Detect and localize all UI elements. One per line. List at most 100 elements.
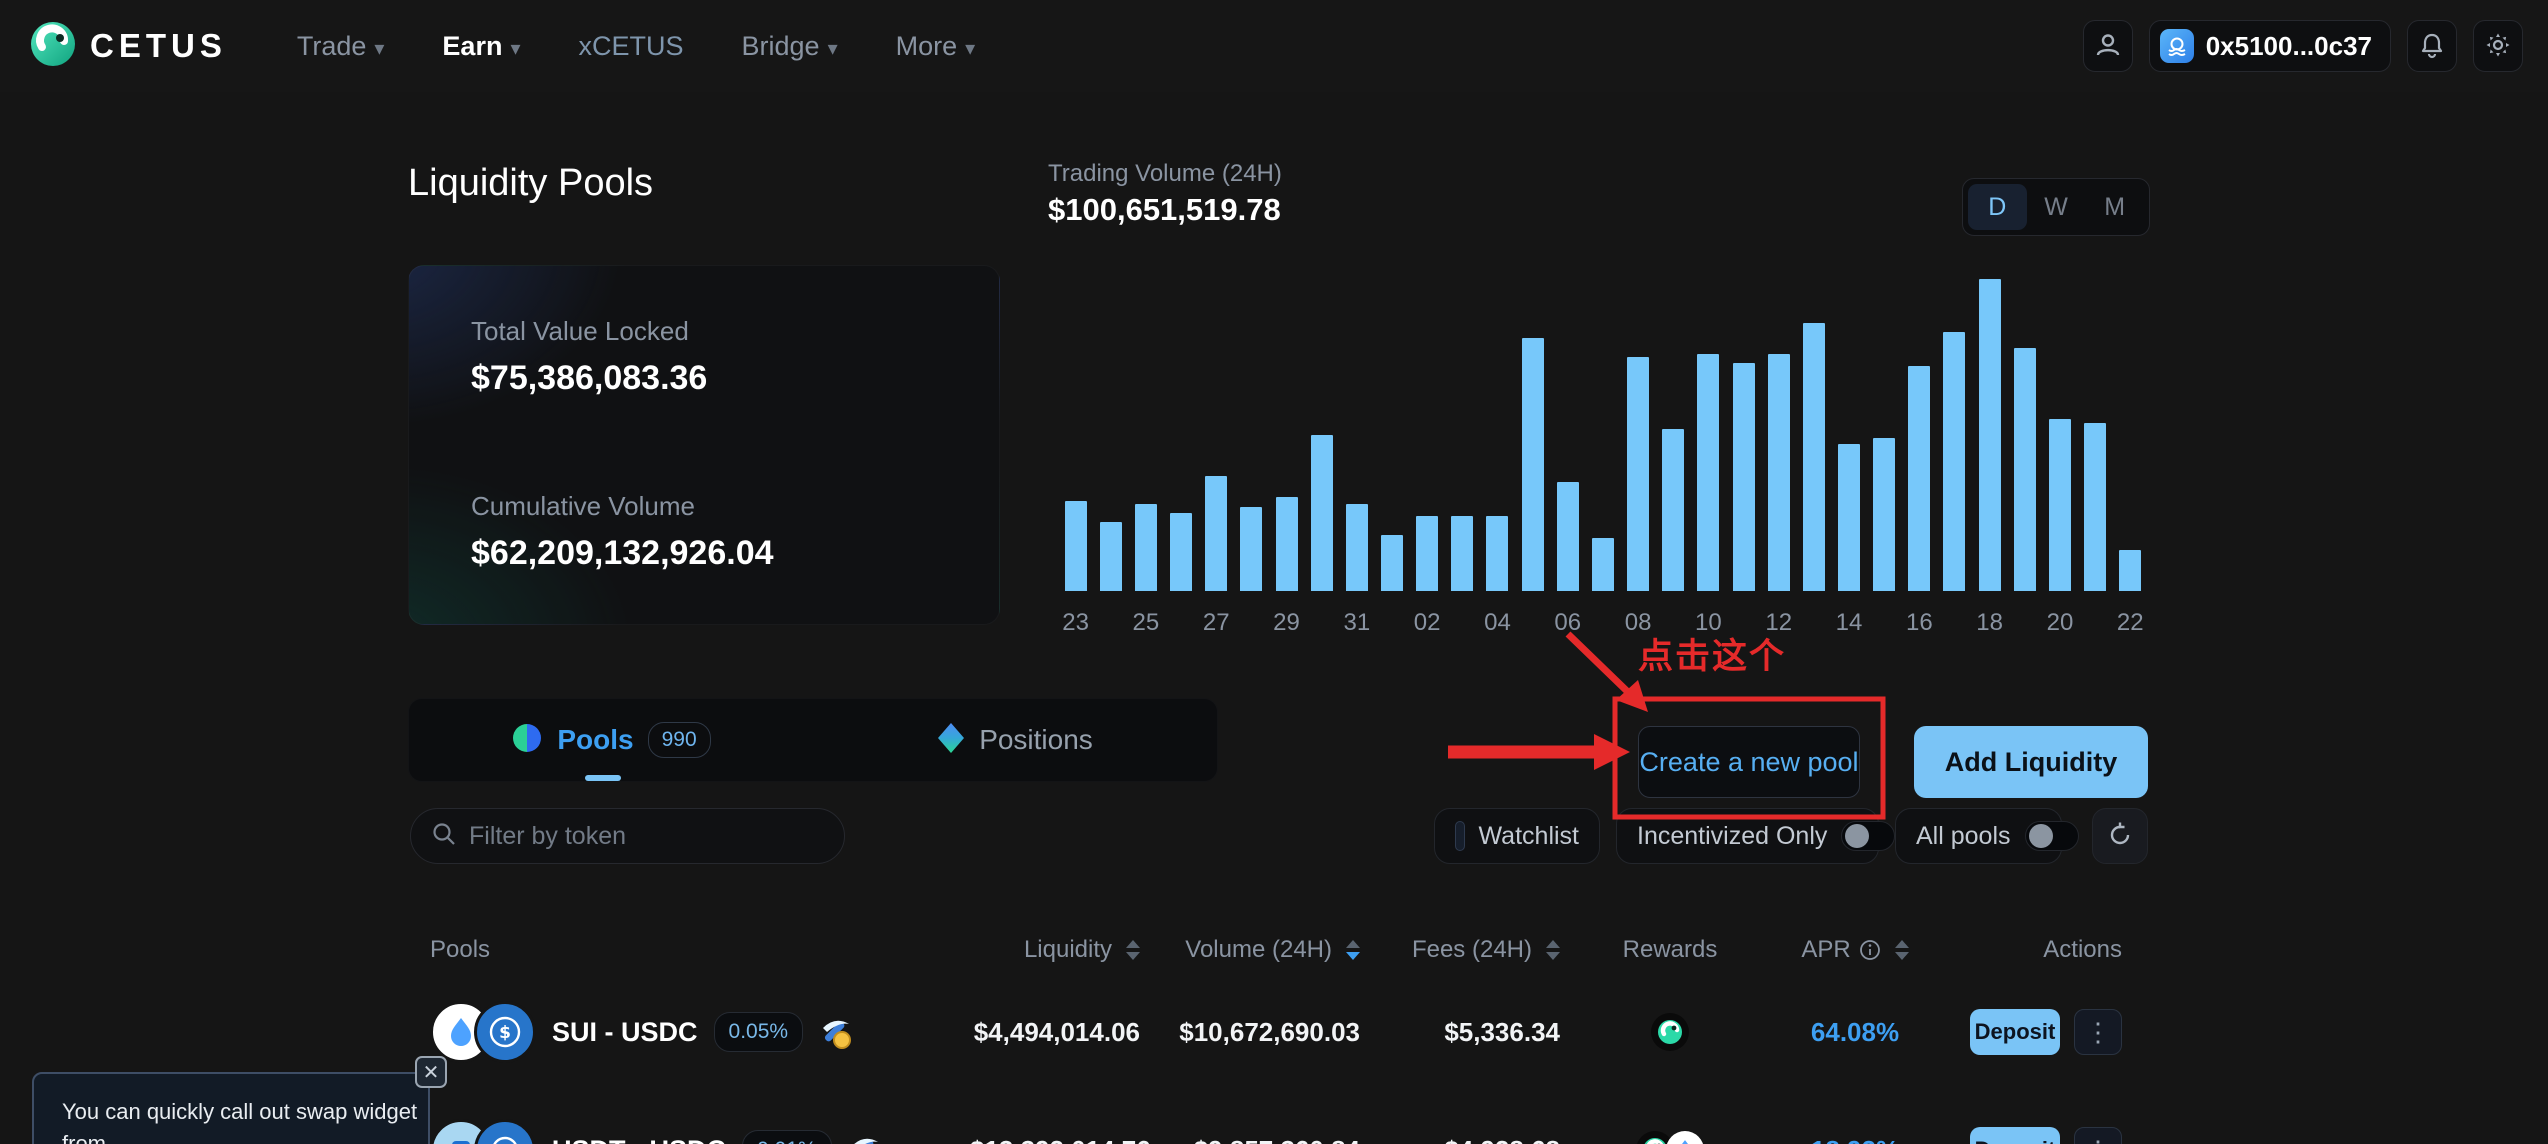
chevron-down-icon: ▾ bbox=[965, 37, 976, 60]
nav-item-earn[interactable]: Earn ▾ bbox=[442, 30, 521, 61]
tab-pools-label: Pools bbox=[557, 724, 634, 755]
annotation-arrowhead-horizontal bbox=[1594, 734, 1630, 770]
bar-03 bbox=[1451, 516, 1474, 591]
create-pool-button[interactable]: Create a new pool bbox=[1638, 726, 1860, 798]
column-header-volume-24h-[interactable]: Volume (24H) bbox=[1140, 936, 1360, 964]
x-tick-21 bbox=[2078, 609, 2113, 637]
watchlist-checkbox[interactable] bbox=[1455, 821, 1465, 851]
column-header-liquidity[interactable]: Liquidity bbox=[970, 936, 1140, 964]
sort-icon bbox=[1346, 940, 1360, 960]
range-option-w[interactable]: W bbox=[2044, 192, 2068, 221]
chart-bars bbox=[1058, 276, 2148, 591]
nav-item-more[interactable]: More ▾ bbox=[895, 30, 976, 61]
nav-menu: Trade ▾ Earn ▾ xCETUS Bridge ▾ More ▾ bbox=[297, 31, 975, 62]
column-header-pools: Pools bbox=[430, 936, 491, 963]
column-header-apr[interactable]: APR bbox=[1780, 936, 1930, 964]
watchlist-filter[interactable]: Watchlist bbox=[1434, 808, 1600, 864]
pools-positions-tabs: Pools 990 Positions bbox=[408, 698, 1218, 782]
bar-31 bbox=[1345, 504, 1368, 591]
x-tick-01 bbox=[1374, 609, 1409, 637]
x-tick-31: 31 bbox=[1343, 609, 1371, 636]
x-tick-24 bbox=[1093, 609, 1128, 637]
range-option-d[interactable]: D bbox=[1968, 184, 2027, 230]
apr-value: 18.92% bbox=[1780, 1135, 1930, 1144]
token-icon-usdc: $ bbox=[474, 1001, 536, 1063]
column-header-fees-24h-[interactable]: Fees (24H) bbox=[1360, 936, 1560, 964]
reward-cetus-icon bbox=[1651, 1013, 1689, 1051]
wallet-address: 0x5100...0c37 bbox=[2205, 30, 2372, 61]
incentive-pickaxe-icon bbox=[823, 1020, 852, 1049]
wallet-button[interactable]: 0x5100...0c37 bbox=[2148, 20, 2391, 72]
annotation-arrowhead-diagonal bbox=[1616, 680, 1648, 712]
sort-icon bbox=[1894, 940, 1909, 960]
pool-row-sui-usdc[interactable]: $ SUI - USDC 0.05% $4,494,014.06 $10,672,690… bbox=[408, 980, 2148, 1084]
nav-item-bridge[interactable]: Bridge ▾ bbox=[741, 30, 838, 61]
tab-pools[interactable]: Pools 990 bbox=[409, 699, 813, 781]
pools-pie-icon bbox=[511, 722, 543, 759]
notifications-button[interactable] bbox=[2407, 20, 2457, 72]
deposit-button[interactable]: Deposit bbox=[1970, 1127, 2060, 1144]
x-tick-05 bbox=[1515, 609, 1550, 637]
x-tick-30 bbox=[1304, 609, 1339, 637]
chart-x-axis-labels: 23 25 27 29 31 02 04 06 08 10 12 14 16 18 20 22 bbox=[1058, 609, 2148, 637]
cetus-logo-icon bbox=[30, 21, 76, 72]
x-tick-25: 25 bbox=[1132, 609, 1160, 636]
all-pools-filter[interactable]: All pools bbox=[1895, 808, 2079, 864]
cumulative-volume-value: $62,209,132,926.04 bbox=[471, 534, 774, 572]
volume-bar-chart: 23 25 27 29 31 02 04 06 08 10 12 14 16 18 20 22 bbox=[1058, 276, 2148, 636]
rewards-icons bbox=[1560, 1131, 1780, 1144]
bar-22 bbox=[2119, 550, 2142, 591]
deposit-button[interactable]: Deposit bbox=[1970, 1009, 2060, 1055]
search-input[interactable] bbox=[469, 821, 824, 851]
more-actions-button[interactable]: ⋮ bbox=[2074, 1009, 2122, 1055]
liquidity-value: $13,392,014.76 bbox=[970, 1135, 1151, 1144]
fees-value: $5,336.34 bbox=[1444, 1016, 1560, 1047]
range-option-m[interactable]: M bbox=[2104, 192, 2126, 221]
x-tick-15 bbox=[1867, 609, 1902, 637]
x-tick-02: 02 bbox=[1413, 609, 1441, 636]
nav-item-xcetus[interactable]: xCETUS bbox=[578, 30, 684, 61]
bar-26 bbox=[1170, 513, 1193, 591]
pool-pair-name: USDT - USDC bbox=[552, 1135, 726, 1144]
reward-cetus-icon bbox=[1636, 1131, 1674, 1144]
all-pools-toggle[interactable] bbox=[2024, 821, 2079, 851]
nav-right: 0x5100...0c37 bbox=[2082, 20, 2523, 72]
bar-25 bbox=[1134, 504, 1157, 591]
incentive-pickaxe-icon bbox=[853, 1138, 878, 1144]
watchlist-label: Watchlist bbox=[1478, 821, 1579, 850]
bar-05 bbox=[1521, 338, 1544, 591]
x-tick-26 bbox=[1163, 609, 1198, 637]
pool-row-usdt-usdc[interactable]: USDT - USDC 0.01% $13,392,014.76$9,857,360… bbox=[408, 1098, 2148, 1144]
bar-06 bbox=[1556, 482, 1579, 591]
search-icon bbox=[431, 821, 457, 852]
cumulative-volume-label: Cumulative Volume bbox=[471, 491, 695, 521]
settings-button[interactable] bbox=[2473, 20, 2523, 72]
tooltip-close-button[interactable]: ✕ bbox=[415, 1056, 447, 1088]
nav-item-trade[interactable]: Trade ▾ bbox=[296, 30, 385, 61]
chevron-down-icon: ▾ bbox=[374, 37, 385, 60]
sui-wallet-icon bbox=[2159, 29, 2194, 63]
account-button[interactable] bbox=[2082, 20, 2133, 72]
brand-logo[interactable]: CETUS bbox=[30, 21, 227, 72]
token-icon-usdc bbox=[474, 1119, 536, 1144]
pools-count-badge: 990 bbox=[647, 722, 711, 758]
x-tick-14: 14 bbox=[1835, 609, 1863, 636]
bar-18 bbox=[1978, 279, 2001, 591]
fees-value: $4,928.68 bbox=[1360, 1135, 1560, 1144]
bar-11 bbox=[1732, 363, 1755, 591]
active-tab-indicator bbox=[585, 775, 621, 781]
swap-widget-tooltip: You can quickly call out swap widget fro… bbox=[32, 1072, 430, 1144]
x-tick-22: 22 bbox=[2116, 609, 2144, 636]
sort-icon bbox=[1546, 940, 1560, 960]
positions-diamond-icon bbox=[937, 722, 965, 759]
x-tick-07 bbox=[1585, 609, 1620, 637]
add-liquidity-button[interactable]: Add Liquidity bbox=[1914, 726, 2148, 798]
tab-positions[interactable]: Positions bbox=[813, 699, 1217, 781]
incentivized-toggle[interactable] bbox=[1841, 821, 1896, 851]
incentivized-only-filter[interactable]: Incentivized Only bbox=[1616, 808, 1896, 864]
refresh-button[interactable] bbox=[2092, 808, 2148, 864]
bar-09 bbox=[1662, 429, 1685, 591]
more-actions-button[interactable]: ⋮ bbox=[2074, 1127, 2122, 1144]
bar-14 bbox=[1838, 444, 1861, 591]
